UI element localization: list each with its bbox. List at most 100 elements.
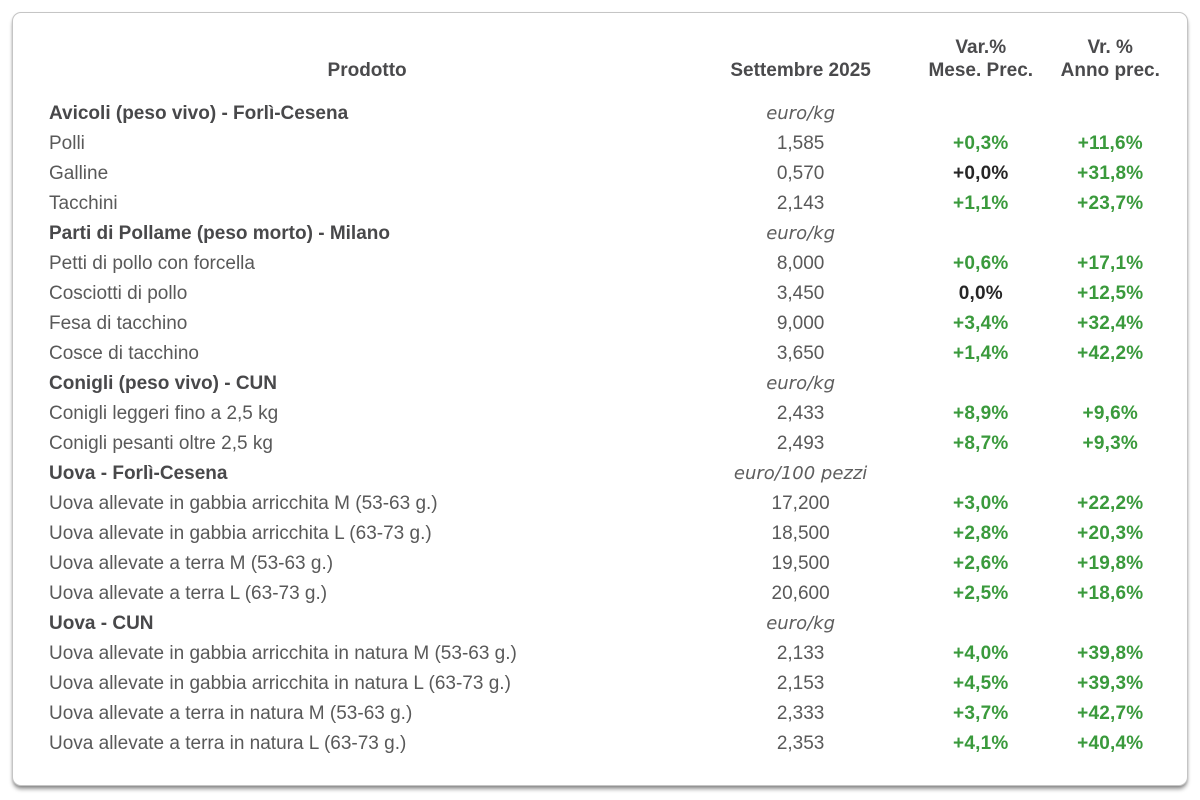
table-row: Cosce di tacchino 3,650 +1,4% +42,2% [49, 339, 1175, 369]
table-row: Uova allevate a terra in natura M (53-63… [49, 699, 1175, 729]
product-name: Uova allevate a terra in natura M (53-63… [49, 703, 413, 724]
column-header-var-year: Vr. % Anno prec. [1046, 27, 1176, 99]
product-name: Uova allevate in gabbia arricchita L (63… [49, 523, 432, 544]
column-header-month-label: Settembre 2025 [730, 60, 871, 82]
column-header-yoy-line1: Vr. % [1087, 36, 1133, 58]
section-title: Conigli (peso vivo) - CUN [49, 373, 277, 394]
table-row: Uova allevate in gabbia arricchita M (53… [49, 489, 1175, 519]
column-header-var-line1: Var.% [955, 36, 1007, 58]
var-year-prev-value [1046, 219, 1176, 249]
price-value: 3,450 [776, 283, 825, 304]
price-value: 18,500 [771, 523, 830, 544]
product-name: Uova allevate in gabbia arricchita in na… [49, 673, 511, 694]
var-month-prev-value: +3,7% [953, 703, 1009, 724]
var-year-prev-value: +42,2% [1077, 343, 1144, 364]
price-table-body: Avicoli (peso vivo) - Forlì-Cesena euro/k… [49, 99, 1175, 759]
product-name: Polli [49, 133, 85, 154]
table-row: Galline 0,570 +0,0% +31,8% [49, 159, 1175, 189]
var-year-prev-value: +12,5% [1077, 283, 1144, 304]
var-year-prev-value: +20,3% [1077, 523, 1144, 544]
column-header-product-label: Prodotto [327, 60, 407, 82]
var-month-prev-value: +2,5% [953, 583, 1009, 604]
var-month-prev-value [916, 369, 1045, 399]
table-row: Uova allevate in gabbia arricchita in na… [49, 639, 1175, 669]
var-year-prev-value: +11,6% [1077, 133, 1143, 154]
table-row: Fesa di tacchino 9,000 +3,4% +32,4% [49, 309, 1175, 339]
table-row: Tacchini 2,143 +1,1% +23,7% [49, 189, 1175, 219]
var-month-prev-value: +1,1% [953, 193, 1009, 214]
table-row: Uova allevate in gabbia arricchita in na… [49, 669, 1175, 699]
price-value: 2,333 [776, 703, 825, 724]
unit-label: euro/100 pezzi [733, 463, 868, 484]
product-name: Petti di pollo con forcella [49, 253, 255, 274]
price-table: Prodotto Settembre 2025 Var.% Mese. Prec… [49, 27, 1175, 759]
var-month-prev-value: +0,0% [953, 163, 1009, 184]
product-name: Cosciotti di pollo [49, 283, 188, 304]
column-header-yoy-line2: Anno prec. [1060, 60, 1160, 82]
price-value: 2,353 [776, 733, 825, 754]
section-row: Parti di Pollame (peso morto) - Milano eu… [49, 219, 1175, 249]
var-month-prev-value: 0,0% [958, 283, 1003, 304]
table-row: Cosciotti di pollo 3,450 0,0% +12,5% [49, 279, 1175, 309]
var-year-prev-value [1046, 609, 1176, 639]
table-row: Uova allevate a terra M (53-63 g.) 19,500… [49, 549, 1175, 579]
product-name: Uova allevate a terra L (63-73 g.) [49, 583, 328, 604]
var-year-prev-value: +39,8% [1077, 643, 1144, 664]
price-value: 2,143 [776, 193, 825, 214]
price-table-card: Prodotto Settembre 2025 Var.% Mese. Prec… [12, 12, 1188, 786]
var-year-prev-value: +9,6% [1082, 403, 1138, 424]
table-row: Conigli leggeri fino a 2,5 kg 2,433 +8,9% +… [49, 399, 1175, 429]
var-year-prev-value: +42,7% [1077, 703, 1144, 724]
var-month-prev-value: +8,7% [953, 433, 1009, 454]
var-year-prev-value [1046, 459, 1176, 489]
product-name: Tacchini [49, 193, 118, 214]
var-year-prev-value [1046, 369, 1176, 399]
product-name: Uova allevate in gabbia arricchita in na… [49, 643, 517, 664]
product-name: Uova allevate a terra M (53-63 g.) [49, 553, 334, 574]
var-month-prev-value [916, 219, 1045, 249]
var-month-prev-value: +3,4% [953, 313, 1009, 334]
var-month-prev-value: +4,0% [953, 643, 1009, 664]
var-month-prev-value: +0,6% [953, 253, 1009, 274]
var-year-prev-value: +23,7% [1077, 193, 1144, 214]
var-year-prev-value: +9,3% [1082, 433, 1138, 454]
price-value: 3,650 [776, 343, 825, 364]
product-name: Uova allevate in gabbia arricchita M (53… [49, 493, 438, 514]
section-title: Uova - Forlì-Cesena [49, 463, 228, 484]
column-header-var-line2: Mese. Prec. [928, 60, 1034, 82]
var-year-prev-value: +40,4% [1077, 733, 1144, 754]
var-month-prev-value: +2,8% [953, 523, 1009, 544]
product-name: Conigli leggeri fino a 2,5 kg [49, 403, 279, 424]
var-year-prev-value [1046, 99, 1176, 129]
column-header-product: Prodotto [49, 27, 685, 99]
price-value: 2,493 [776, 433, 825, 454]
var-month-prev-value: +8,9% [953, 403, 1009, 424]
var-year-prev-value: +19,8% [1077, 553, 1144, 574]
product-name: Galline [49, 163, 109, 184]
table-row: Polli 1,585 +0,3% +11,6% [49, 129, 1175, 159]
var-month-prev-value [916, 609, 1045, 639]
var-month-prev-value: +2,6% [953, 553, 1009, 574]
var-month-prev-value [916, 459, 1045, 489]
price-value: 2,133 [776, 643, 825, 664]
section-title: Parti di Pollame (peso morto) - Milano [49, 223, 390, 244]
unit-label: euro/kg [766, 373, 835, 394]
price-value: 2,433 [776, 403, 825, 424]
price-value: 2,153 [776, 673, 825, 694]
product-name: Conigli pesanti oltre 2,5 kg [49, 433, 273, 454]
table-row: Uova allevate a terra L (63-73 g.) 20,600… [49, 579, 1175, 609]
unit-label: euro/kg [766, 613, 835, 634]
product-name: Cosce di tacchino [49, 343, 199, 364]
section-row: Uova - CUN euro/kg [49, 609, 1175, 639]
section-row: Avicoli (peso vivo) - Forlì-Cesena euro/k… [49, 99, 1175, 129]
table-row: Conigli pesanti oltre 2,5 kg 2,493 +8,7% +9… [49, 429, 1175, 459]
var-year-prev-value: +22,2% [1077, 493, 1144, 514]
table-row: Uova allevate a terra in natura L (63-73… [49, 729, 1175, 759]
unit-label: euro/kg [766, 103, 835, 124]
var-month-prev-value: +0,3% [953, 133, 1009, 154]
var-month-prev-value: +1,4% [953, 343, 1009, 364]
price-value: 17,200 [771, 493, 830, 514]
price-value: 1,585 [776, 133, 825, 154]
price-value: 19,500 [771, 553, 830, 574]
section-row: Uova - Forlì-Cesena euro/100 pezzi [49, 459, 1175, 489]
